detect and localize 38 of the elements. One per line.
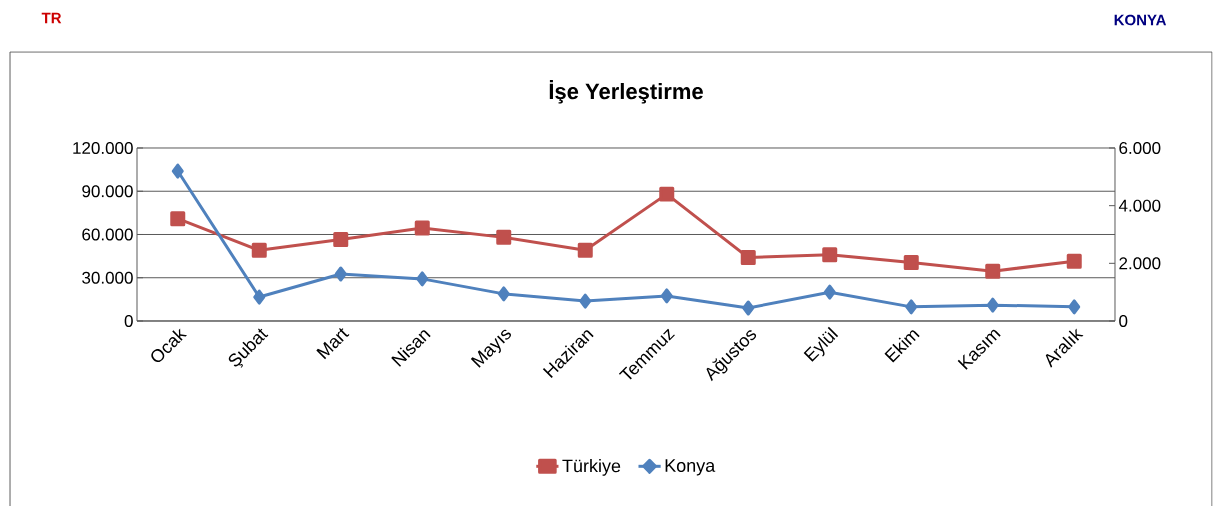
- y2-tick-label: 4.000: [1118, 199, 1161, 212]
- point: [497, 286, 510, 302]
- y2-tick-label: 0: [1119, 314, 1128, 328]
- point: [577, 242, 593, 258]
- y-tick-label: 120.000: [73, 141, 133, 155]
- point: [333, 232, 349, 248]
- point: [414, 220, 430, 236]
- point: [1068, 299, 1081, 315]
- chart-title: İşe Yerleştirme: [549, 80, 703, 104]
- point: [659, 186, 675, 202]
- y-tick-label: 60.000: [82, 228, 133, 241]
- text: KONYA: [1114, 14, 1167, 26]
- point: [579, 293, 592, 309]
- point: [660, 288, 673, 304]
- point: [496, 229, 512, 245]
- point: [905, 299, 918, 315]
- point: [251, 242, 267, 258]
- point: [334, 266, 347, 282]
- point: [986, 297, 999, 313]
- point: [740, 250, 756, 266]
- y-tick-label: 90.000: [82, 185, 133, 198]
- point: [170, 211, 186, 227]
- y2-tick-label: 2.000: [1119, 257, 1161, 270]
- text: TR: [41, 12, 62, 24]
- y-tick-label: 0: [124, 314, 133, 328]
- legend-label: Konya: [665, 459, 716, 476]
- y-tick-label: 30.000: [82, 271, 133, 284]
- point: [903, 255, 919, 271]
- point: [171, 163, 184, 179]
- point: [823, 284, 836, 300]
- point: [822, 247, 838, 263]
- y2-tick-label: 6.000: [1119, 141, 1161, 155]
- point: [742, 300, 755, 316]
- point: [985, 263, 1001, 279]
- point: [253, 289, 266, 305]
- point: [1066, 253, 1082, 269]
- point: [416, 271, 429, 287]
- legend-label: Türkiye: [562, 459, 621, 476]
